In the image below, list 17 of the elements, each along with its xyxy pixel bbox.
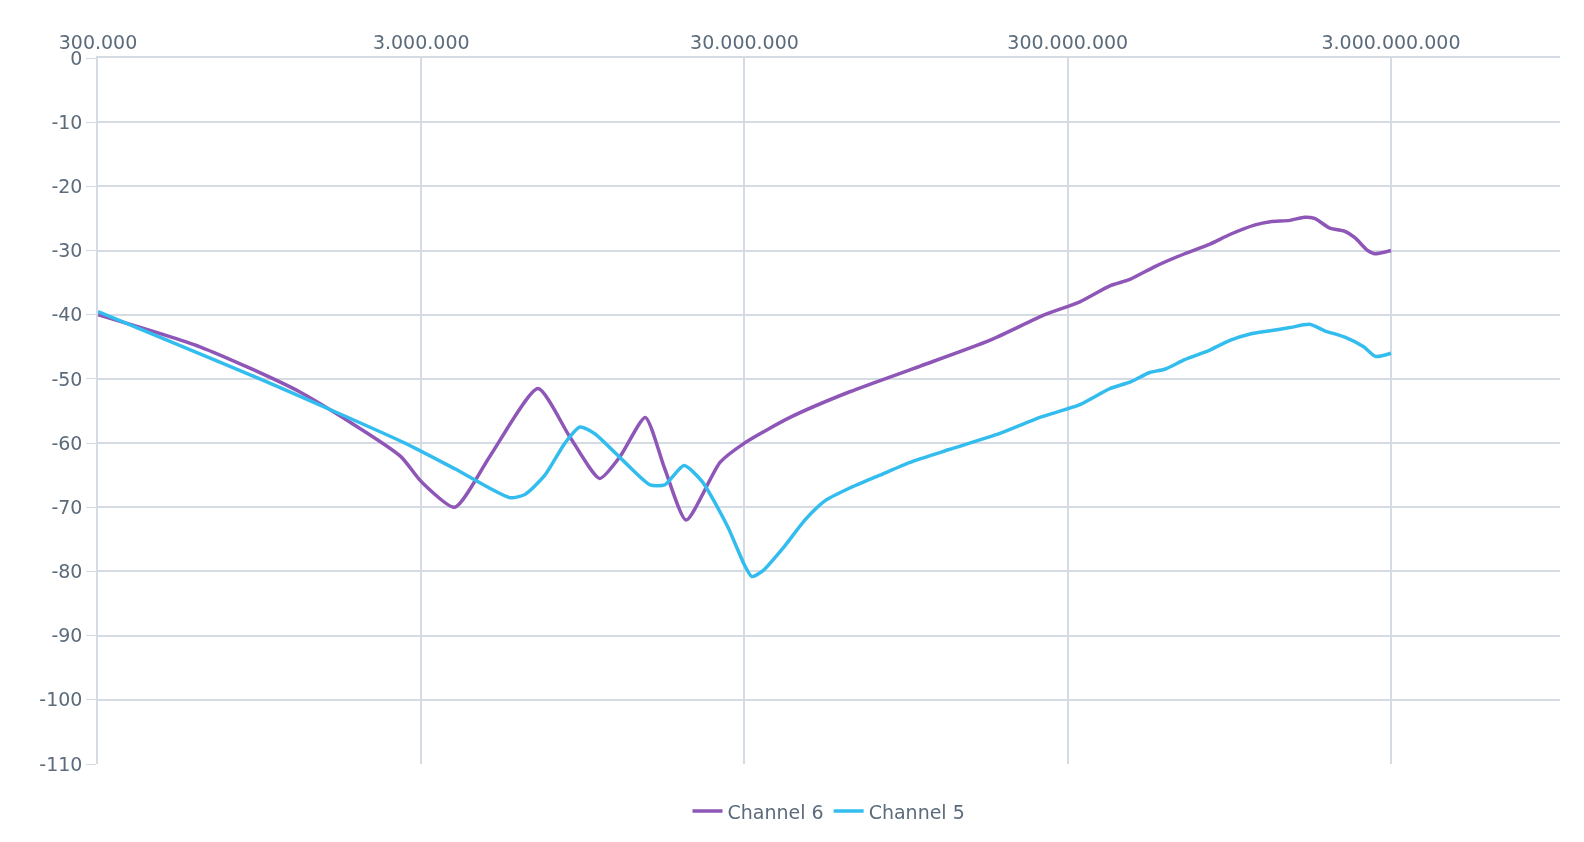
y-tick-label: -50 bbox=[51, 367, 83, 390]
y-tick-label: -80 bbox=[51, 560, 83, 583]
legend-label: Channel 6 bbox=[727, 800, 824, 823]
x-tick-label: 3.000.000 bbox=[372, 30, 470, 53]
x-tick-label: 30.000.000 bbox=[690, 30, 799, 53]
x-tick-label: 3.000.000.000 bbox=[1321, 30, 1461, 53]
y-tick-label: -90 bbox=[51, 624, 83, 647]
x-tick-label: 300.000.000 bbox=[1007, 30, 1129, 53]
legend-label: Channel 5 bbox=[868, 800, 965, 823]
y-tick-label: -100 bbox=[39, 688, 83, 711]
y-tick-label: -20 bbox=[51, 175, 83, 198]
y-tick-label: -40 bbox=[51, 303, 83, 326]
y-tick-label: -70 bbox=[51, 495, 83, 518]
y-tick-label: -110 bbox=[39, 752, 83, 775]
y-tick-label: -30 bbox=[51, 239, 83, 262]
y-tick-label: -60 bbox=[51, 431, 83, 454]
y-tick-label: -10 bbox=[51, 110, 83, 133]
